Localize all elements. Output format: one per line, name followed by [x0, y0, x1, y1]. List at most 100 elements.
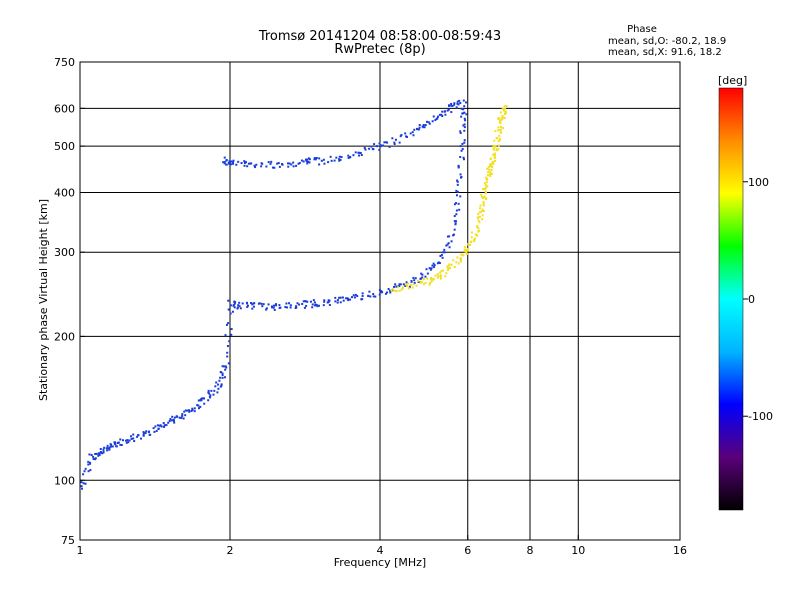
echo-point — [457, 103, 460, 106]
echo-point — [232, 159, 235, 162]
echo-point — [253, 164, 256, 167]
echo-point — [441, 269, 444, 272]
echo-point — [92, 458, 95, 461]
echo-point — [417, 281, 420, 284]
echo-point — [354, 293, 357, 296]
echo-point — [183, 410, 186, 413]
echo-point — [483, 188, 486, 191]
echo-point — [497, 116, 500, 119]
y-tick-label: 300 — [54, 246, 75, 259]
echo-point — [440, 270, 443, 273]
echo-point — [347, 154, 350, 157]
x-tick-label: 16 — [673, 544, 687, 557]
echo-point — [439, 277, 442, 280]
echo-point — [445, 272, 448, 275]
echo-point — [487, 174, 490, 177]
echo-point — [212, 393, 215, 396]
echo-point — [493, 152, 496, 155]
echo-point — [412, 276, 415, 279]
echo-point — [225, 366, 228, 369]
echo-point — [434, 119, 437, 122]
x-tick-label: 6 — [464, 544, 471, 557]
echo-point — [429, 282, 432, 285]
echo-point — [133, 440, 136, 443]
echo-point — [225, 163, 228, 166]
echo-point — [231, 310, 234, 313]
echo-point — [224, 368, 227, 371]
echo-point — [387, 288, 390, 291]
echo-point — [81, 487, 84, 490]
echo-point — [502, 127, 505, 130]
echo-point — [459, 102, 462, 105]
echo-point — [265, 165, 268, 168]
echo-point — [460, 176, 463, 179]
echo-point — [315, 303, 318, 306]
echo-point — [358, 151, 361, 154]
echo-point — [313, 301, 316, 304]
echo-point — [477, 213, 480, 216]
echo-point — [323, 300, 326, 303]
echo-point — [318, 163, 321, 166]
echo-point — [226, 355, 229, 358]
echo-point — [437, 115, 440, 118]
echo-point — [170, 419, 173, 422]
echo-point — [478, 229, 481, 232]
echo-point — [478, 211, 481, 214]
echo-point — [405, 283, 408, 286]
chart-title: Tromsø 20141204 08:58:00-08:59:43 — [258, 29, 501, 44]
echo-point — [426, 277, 429, 280]
echo-point — [84, 467, 87, 470]
echo-point — [347, 299, 350, 302]
echo-point — [483, 195, 486, 198]
echo-point — [241, 302, 244, 305]
echo-point — [454, 222, 457, 225]
echo-point — [436, 273, 439, 276]
echo-point — [100, 451, 103, 454]
echo-point — [378, 142, 381, 145]
echo-point — [157, 427, 160, 430]
echo-point — [465, 253, 468, 256]
series-x-mode — [390, 104, 508, 293]
echo-point — [239, 307, 242, 310]
echo-point — [184, 409, 187, 412]
echo-point — [489, 175, 492, 178]
echo-point — [409, 132, 412, 135]
echo-point — [261, 305, 264, 308]
echo-point — [424, 275, 427, 278]
echo-point — [227, 299, 230, 302]
echo-point — [449, 267, 452, 270]
echo-point — [303, 306, 306, 309]
echo-point — [406, 282, 409, 285]
echo-point — [453, 220, 456, 223]
echo-point — [103, 446, 106, 449]
echo-point — [476, 216, 479, 219]
echo-point — [223, 162, 226, 165]
echo-point — [482, 201, 485, 204]
echo-point — [417, 279, 420, 282]
echo-point — [432, 278, 435, 281]
echo-point — [276, 162, 279, 165]
echo-point — [502, 117, 505, 120]
echo-point — [306, 158, 309, 161]
echo-point — [457, 262, 460, 265]
echo-point — [110, 445, 113, 448]
echo-point — [273, 308, 276, 311]
echo-point — [453, 102, 456, 105]
echo-point — [295, 305, 298, 308]
echo-point — [463, 139, 466, 142]
echo-point — [484, 191, 487, 194]
echo-point — [462, 108, 465, 111]
echo-point — [279, 306, 282, 309]
echo-point — [341, 296, 344, 299]
echo-point — [445, 244, 448, 247]
echo-point — [148, 430, 151, 433]
echo-point — [139, 437, 142, 440]
echo-point — [500, 128, 503, 131]
echo-point — [439, 255, 442, 258]
echo-point — [88, 453, 91, 456]
echo-point — [459, 195, 462, 198]
echo-point — [463, 117, 466, 120]
echo-point — [374, 295, 377, 298]
echo-point — [499, 119, 502, 122]
